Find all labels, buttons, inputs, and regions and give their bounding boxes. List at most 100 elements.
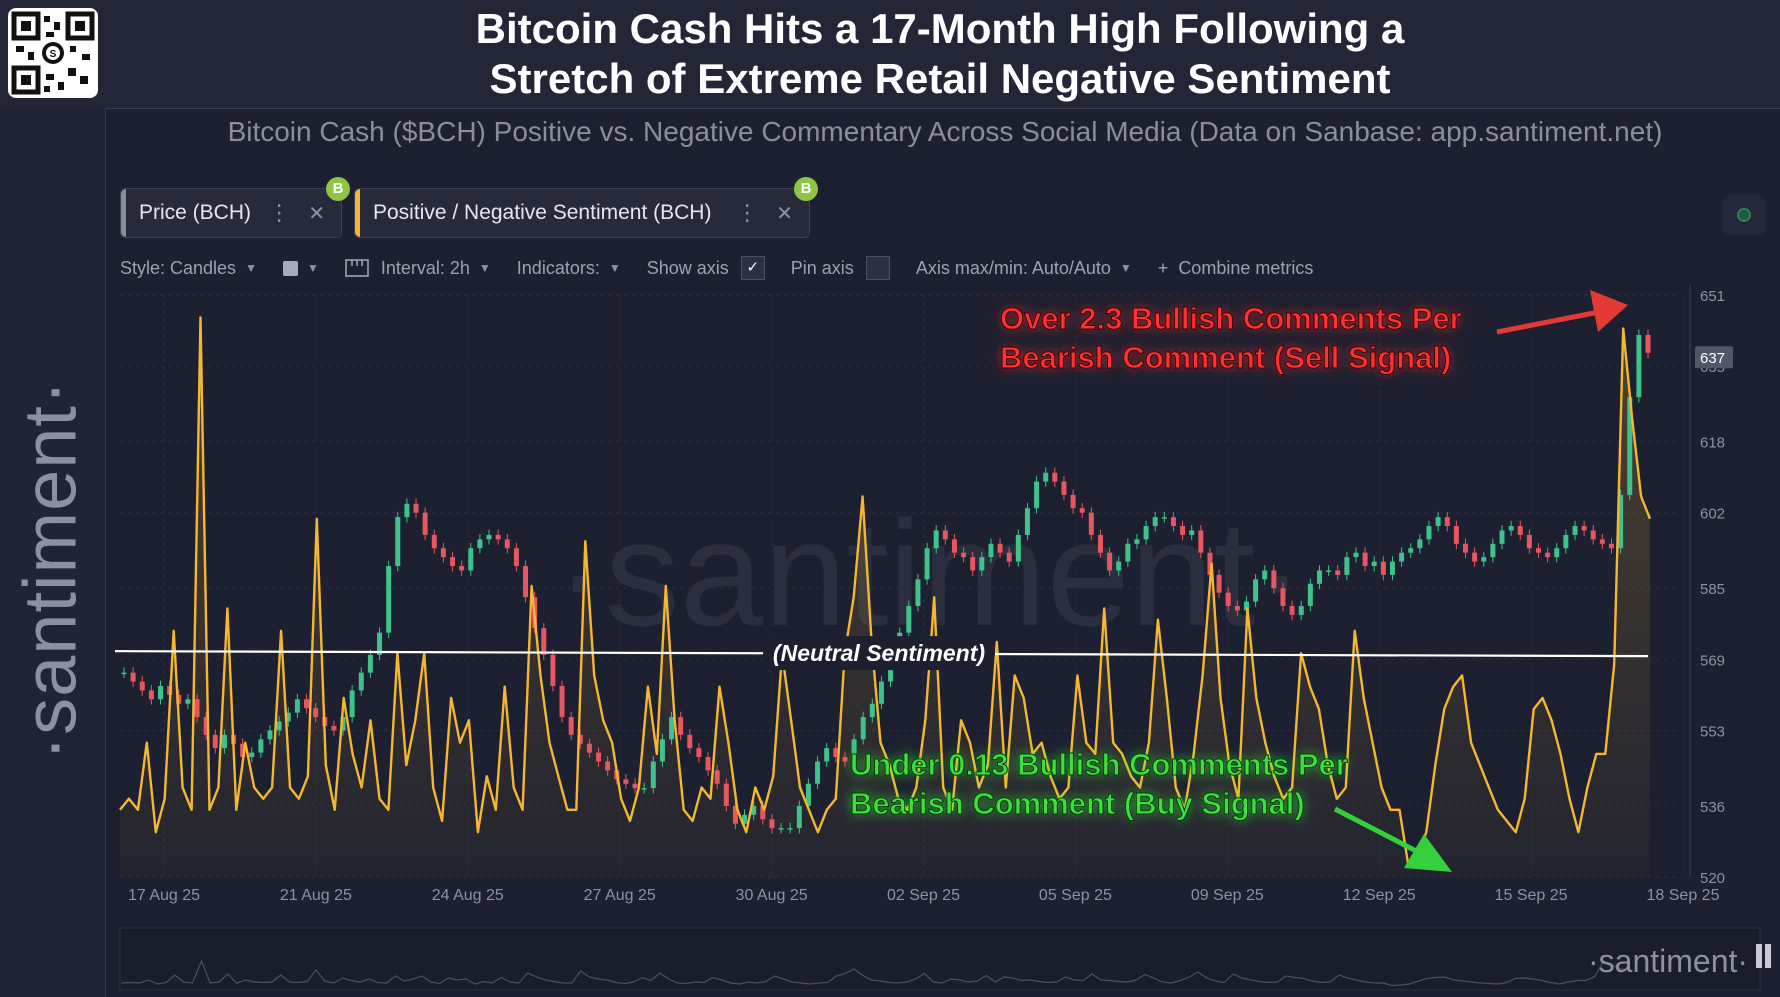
buy-signal-line-1: Under 0.13 Bullish Comments Per xyxy=(850,747,1348,782)
price-candle xyxy=(358,672,364,691)
more-options-icon[interactable]: ⋮ xyxy=(736,200,759,225)
navigator-handle[interactable] xyxy=(1756,944,1762,968)
price-candle xyxy=(431,534,437,549)
price-candle xyxy=(586,743,592,753)
metric-color-bar xyxy=(121,189,126,237)
price-candle xyxy=(1599,539,1605,544)
neutral-sentiment-group: (Neutral Sentiment) xyxy=(114,636,1649,671)
pin-axis-toggle[interactable]: Pin axis xyxy=(791,256,890,280)
metric-chip-price[interactable]: Price (BCH) ⋮ ✕ xyxy=(120,188,342,238)
price-candle xyxy=(815,761,821,784)
color-square-icon xyxy=(282,260,298,276)
close-icon[interactable]: ✕ xyxy=(308,202,325,225)
price-candle xyxy=(970,557,976,571)
price-candle xyxy=(1262,570,1268,580)
price-candle xyxy=(1006,552,1012,562)
status-dot-button[interactable] xyxy=(1722,195,1766,235)
price-candle xyxy=(1526,534,1532,549)
y-tick-label: 602 xyxy=(1700,506,1725,523)
price-candle xyxy=(1627,397,1633,495)
price-candle xyxy=(121,672,127,675)
style-label: Style: Candles xyxy=(120,257,237,278)
chevron-down-icon: ▼ xyxy=(306,261,319,275)
price-candle xyxy=(1508,526,1514,531)
interval-dropdown[interactable]: Interval: 2h ▼ xyxy=(345,258,491,279)
more-options-icon[interactable]: ⋮ xyxy=(268,200,291,225)
price-candle xyxy=(367,654,373,673)
price-candle xyxy=(185,699,191,704)
x-tick-label: 17 Aug 25 xyxy=(128,887,200,904)
price-candle xyxy=(1335,570,1341,575)
checkbox-checked-icon[interactable]: ✓ xyxy=(740,256,765,280)
navigator-line xyxy=(121,959,1631,987)
price-candle xyxy=(787,828,793,830)
price-candle xyxy=(705,757,711,771)
price-candle xyxy=(1298,605,1304,615)
price-candle xyxy=(888,659,894,682)
price-candle xyxy=(1453,526,1459,544)
sentiment-area-fill xyxy=(120,317,1650,877)
price-candle xyxy=(1344,557,1350,575)
combine-metrics-button[interactable]: + Combine metrics xyxy=(1158,258,1314,279)
show-axis-toggle[interactable]: Show axis ✓ xyxy=(647,256,765,280)
navigator-panel[interactable] xyxy=(119,927,1761,991)
navigator-handle[interactable] xyxy=(1765,944,1771,968)
price-candle xyxy=(961,552,967,558)
price-candle xyxy=(1435,517,1441,527)
qr-code-icon: S xyxy=(8,8,98,98)
price-candle xyxy=(751,805,757,815)
price-candle xyxy=(1609,543,1614,549)
price-candle xyxy=(267,730,273,740)
price-candle xyxy=(577,734,583,744)
bitcoin-badge-icon: B xyxy=(794,177,818,201)
price-candle xyxy=(696,748,702,758)
style-dropdown[interactable]: Style: Candles ▼ xyxy=(120,258,257,279)
indicators-dropdown[interactable]: Indicators: ▼ xyxy=(517,258,621,279)
price-candle xyxy=(1490,543,1496,558)
price-candle xyxy=(687,734,693,749)
price-candle xyxy=(1645,334,1651,353)
price-candle xyxy=(1253,579,1259,602)
x-tick-label: 30 Aug 25 xyxy=(736,887,808,904)
y-tick-label: 520 xyxy=(1700,870,1725,887)
metric-label: Positive / Negative Sentiment (BCH) xyxy=(373,201,712,224)
price-candle xyxy=(796,805,802,829)
price-candle xyxy=(1180,526,1186,535)
price-candle xyxy=(1399,552,1405,562)
price-candle xyxy=(158,685,163,700)
price-candle xyxy=(1280,588,1286,606)
sentiment-area xyxy=(120,317,1650,877)
y-tick-label: 618 xyxy=(1700,435,1725,452)
price-candle xyxy=(221,734,227,749)
metric-chip-sentiment[interactable]: Positive / Negative Sentiment (BCH) ⋮ ✕ xyxy=(354,188,810,238)
price-candle xyxy=(130,672,136,682)
color-dropdown[interactable]: ▼ xyxy=(282,260,319,276)
price-candle xyxy=(331,725,337,731)
price-candle xyxy=(258,739,264,753)
price-candle xyxy=(1271,570,1277,589)
price-candle xyxy=(1289,605,1295,615)
axis-maxmin-dropdown[interactable]: Axis max/min: Auto/Auto ▼ xyxy=(916,258,1132,279)
y-tick-label: 569 xyxy=(1700,652,1725,669)
price-candle xyxy=(1554,548,1560,558)
price-candle xyxy=(1389,561,1395,575)
price-candle xyxy=(459,566,465,571)
price-candle xyxy=(1535,548,1541,553)
price-candle xyxy=(988,543,994,558)
price-candle xyxy=(504,539,510,549)
price-candle xyxy=(1061,481,1067,495)
price-candle xyxy=(1189,530,1195,535)
close-icon[interactable]: ✕ xyxy=(776,202,793,225)
checkbox-empty-icon[interactable] xyxy=(865,256,890,280)
navigator-series-line xyxy=(121,959,1631,987)
price-candle xyxy=(395,517,401,567)
price-candle xyxy=(1462,543,1468,553)
x-tick-label: 27 Aug 25 xyxy=(584,887,656,904)
price-candle xyxy=(924,548,930,580)
price-candle xyxy=(878,681,884,704)
arrow-down-right-icon xyxy=(1333,806,1452,872)
price-candle xyxy=(1426,526,1432,540)
pin-axis-label: Pin axis xyxy=(790,257,854,278)
price-candle xyxy=(714,770,720,784)
